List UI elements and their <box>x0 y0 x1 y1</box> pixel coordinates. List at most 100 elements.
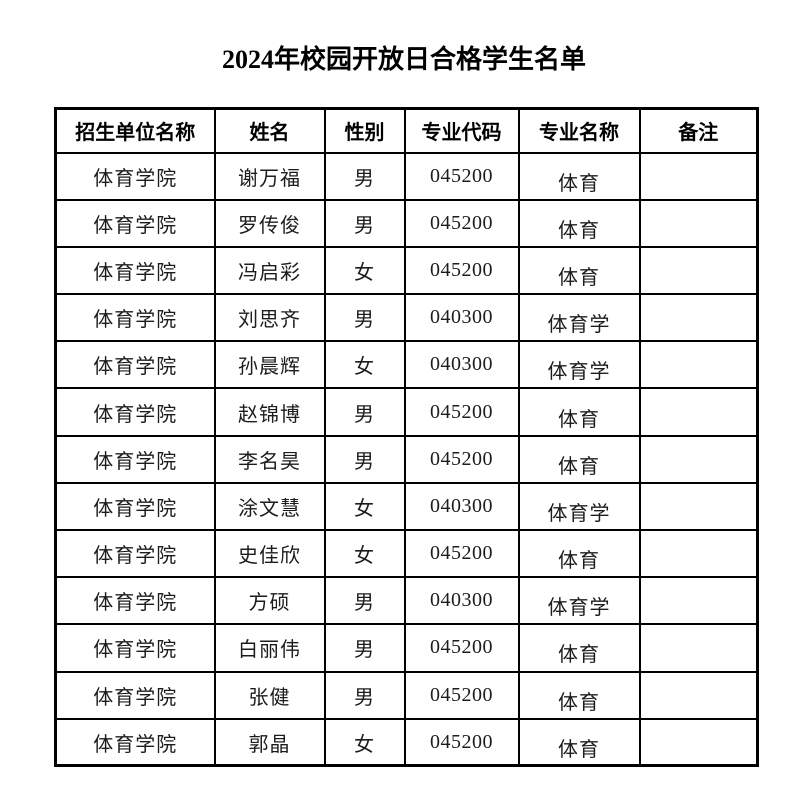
cell-name: 方硕 <box>213 576 326 626</box>
table-row: 体育学院 白丽伟 男 045200 体育 <box>54 623 759 673</box>
cell-unit: 体育学院 <box>54 576 216 626</box>
cell-major-code: 045200 <box>403 434 520 484</box>
cell-remark <box>638 434 759 484</box>
cell-major-name: 体育 <box>517 387 641 437</box>
cell-major-name: 体育 <box>517 245 641 296</box>
table-header-row: 招生单位名称 姓名 性别 专业代码 专业名称 备注 <box>54 107 759 154</box>
cell-major-code: 045200 <box>403 387 520 437</box>
table-row: 体育学院 赵锦博 男 045200 体育 <box>54 387 759 437</box>
page-title: 2024年校园开放日合格学生名单 <box>221 45 586 74</box>
cell-unit: 体育学院 <box>54 670 216 720</box>
cell-gender: 男 <box>323 623 406 673</box>
cell-major-name: 体育 <box>517 151 641 201</box>
cell-remark <box>638 670 759 720</box>
cell-major-name: 体育学 <box>517 576 641 626</box>
cell-unit: 体育学院 <box>54 340 216 390</box>
cell-name: 孙晨辉 <box>213 340 326 390</box>
cell-major-name: 体育 <box>517 528 641 579</box>
cell-major-name: 体育学 <box>517 481 641 532</box>
table-row: 体育学院 涂文慧 女 040300 体育学 <box>54 481 759 532</box>
cell-remark <box>638 340 759 390</box>
cell-gender: 女 <box>323 481 406 532</box>
cell-gender: 男 <box>323 198 406 248</box>
header-gender: 性别 <box>323 107 406 154</box>
cell-major-code: 040300 <box>403 576 520 626</box>
cell-remark <box>638 481 759 532</box>
header-major-name: 专业名称 <box>517 107 641 154</box>
cell-major-name: 体育 <box>517 717 641 767</box>
table-row: 体育学院 史佳欣 女 045200 体育 <box>54 528 759 579</box>
cell-remark <box>638 623 759 673</box>
cell-name: 罗传俊 <box>213 198 326 248</box>
cell-gender: 男 <box>323 387 406 437</box>
cell-name: 张健 <box>213 670 326 720</box>
table-row: 体育学院 刘思齐 男 040300 体育学 <box>54 293 759 343</box>
cell-gender: 男 <box>323 434 406 484</box>
cell-remark <box>638 387 759 437</box>
cell-unit: 体育学院 <box>54 481 216 532</box>
cell-major-code: 045200 <box>403 623 520 673</box>
cell-major-name: 体育 <box>517 434 641 484</box>
table-row: 体育学院 罗传俊 男 045200 体育 <box>54 198 759 248</box>
cell-name: 刘思齐 <box>213 293 326 343</box>
cell-major-code: 045200 <box>403 245 520 296</box>
cell-gender: 女 <box>323 340 406 390</box>
cell-gender: 女 <box>323 528 406 579</box>
cell-major-name: 体育 <box>517 198 641 248</box>
cell-remark <box>638 198 759 248</box>
cell-major-name: 体育学 <box>517 293 641 343</box>
cell-name: 冯启彩 <box>213 245 326 296</box>
cell-gender: 男 <box>323 293 406 343</box>
table-row: 体育学院 张健 男 045200 体育 <box>54 670 759 720</box>
cell-major-code: 045200 <box>403 670 520 720</box>
header-remark: 备注 <box>638 107 759 154</box>
cell-unit: 体育学院 <box>54 528 216 579</box>
cell-unit: 体育学院 <box>54 623 216 673</box>
cell-unit: 体育学院 <box>54 717 216 767</box>
cell-name: 谢万福 <box>213 151 326 201</box>
cell-major-code: 045200 <box>403 151 520 201</box>
table-row: 体育学院 李名昊 男 045200 体育 <box>54 434 759 484</box>
cell-name: 史佳欣 <box>213 528 326 579</box>
cell-major-name: 体育 <box>517 670 641 720</box>
cell-gender: 男 <box>323 151 406 201</box>
cell-gender: 男 <box>323 576 406 626</box>
cell-unit: 体育学院 <box>54 387 216 437</box>
cell-major-code: 040300 <box>403 481 520 532</box>
cell-name: 赵锦博 <box>213 387 326 437</box>
cell-major-name: 体育 <box>517 623 641 673</box>
cell-name: 涂文慧 <box>213 481 326 532</box>
cell-remark <box>638 717 759 767</box>
cell-unit: 体育学院 <box>54 198 216 248</box>
cell-name: 白丽伟 <box>213 623 326 673</box>
cell-unit: 体育学院 <box>54 293 216 343</box>
header-major-code: 专业代码 <box>403 107 520 154</box>
header-unit: 招生单位名称 <box>54 107 216 154</box>
table-row: 体育学院 郭晶 女 045200 体育 <box>54 717 759 767</box>
table-row: 体育学院 孙晨辉 女 040300 体育学 <box>54 340 759 390</box>
table-row: 体育学院 谢万福 男 045200 体育 <box>54 151 759 201</box>
student-table: 招生单位名称 姓名 性别 专业代码 专业名称 备注 体育学院 谢万福 男 045… <box>54 107 759 768</box>
cell-name: 郭晶 <box>213 717 326 767</box>
cell-remark <box>638 576 759 626</box>
cell-unit: 体育学院 <box>54 245 216 296</box>
cell-remark <box>638 151 759 201</box>
cell-major-code: 045200 <box>403 717 520 767</box>
cell-remark <box>638 245 759 296</box>
cell-major-code: 045200 <box>403 528 520 579</box>
cell-major-code: 045200 <box>403 198 520 248</box>
cell-remark <box>638 293 759 343</box>
table-row: 体育学院 冯启彩 女 045200 体育 <box>54 245 759 296</box>
cell-unit: 体育学院 <box>54 151 216 201</box>
cell-gender: 女 <box>323 245 406 296</box>
header-name: 姓名 <box>213 107 326 154</box>
cell-major-code: 040300 <box>403 293 520 343</box>
cell-unit: 体育学院 <box>54 434 216 484</box>
table-row: 体育学院 方硕 男 040300 体育学 <box>54 576 759 626</box>
cell-remark <box>638 528 759 579</box>
cell-gender: 男 <box>323 670 406 720</box>
cell-gender: 女 <box>323 717 406 767</box>
cell-major-name: 体育学 <box>517 340 641 390</box>
cell-name: 李名昊 <box>213 434 326 484</box>
cell-major-code: 040300 <box>403 340 520 390</box>
